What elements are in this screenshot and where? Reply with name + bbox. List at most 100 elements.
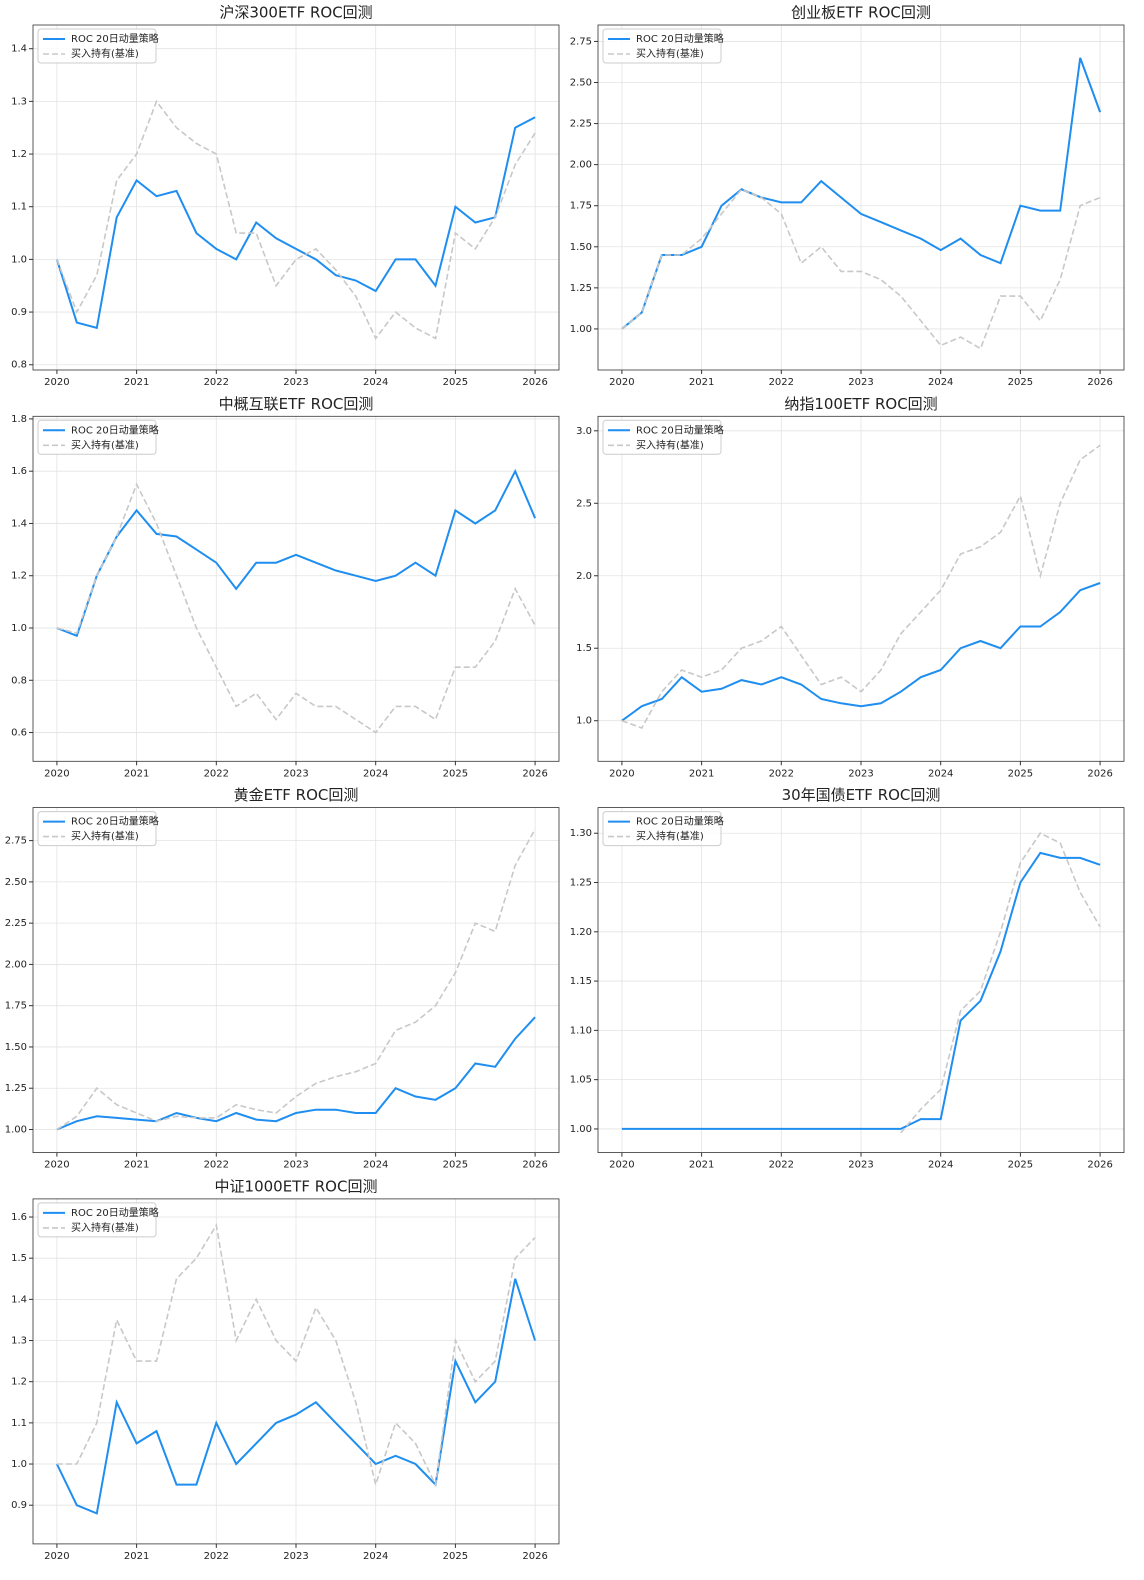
x-tick-label: 2020 <box>44 1551 69 1562</box>
series-line <box>621 57 1102 330</box>
y-tick-label: 1.0 <box>576 716 592 727</box>
x-tick-label: 2023 <box>283 377 308 388</box>
x-tick-label: 2024 <box>363 768 388 779</box>
series-line <box>56 468 537 638</box>
y-tick-label: 0.6 <box>11 728 27 739</box>
axes-frame <box>597 415 1125 762</box>
series-line <box>56 99 536 340</box>
x-tick-label: 2022 <box>204 1551 229 1562</box>
x-tick-label: 2022 <box>769 768 794 779</box>
x-tick-label: 2023 <box>848 768 873 779</box>
legend-box <box>602 419 722 455</box>
subplot: 创业板ETF ROC回测 2020 2021 2022 2023 2024 2025 2026… <box>570 4 1125 388</box>
legend-label: 买入持有(基准) <box>636 47 704 60</box>
x-tick-label: 2023 <box>283 1551 308 1562</box>
legend-label: 买入持有(基准) <box>71 1221 139 1234</box>
plot-area <box>621 444 1101 729</box>
legend-label: ROC 20日动量策略 <box>636 815 724 828</box>
y-tick-label: 1.5 <box>11 1253 27 1264</box>
series-line <box>56 828 536 1131</box>
x-tick-label: 2025 <box>1008 1160 1033 1171</box>
legend-label: ROC 20日动量策略 <box>636 32 724 45</box>
subplot: 沪深300ETF ROC回测 2020 2021 2022 2023 2024 2025 20… <box>11 4 560 388</box>
legend-box <box>37 1202 157 1238</box>
legend-label: 买入持有(基准) <box>71 438 139 451</box>
x-tick-label: 2022 <box>769 377 794 388</box>
chart-title: 中证1000ETF ROC回测 <box>215 1177 378 1195</box>
legend-label: ROC 20日动量策略 <box>71 815 159 828</box>
y-tick-label: 1.2 <box>11 1377 27 1388</box>
axes-frame <box>597 24 1125 371</box>
y-tick-label: 1.2 <box>11 571 27 582</box>
y-tick-label: 2.75 <box>5 836 27 847</box>
legend-box <box>37 419 157 455</box>
axes-frame <box>32 807 560 1153</box>
x-tick-label: 2024 <box>363 1551 388 1562</box>
y-tick-label: 2.25 <box>5 918 27 929</box>
series-line <box>56 1222 536 1488</box>
legend-label: ROC 20日动量策略 <box>71 32 159 45</box>
subplot: 中证1000ETF ROC回测 2020 2021 2022 2023 2024 2025 2… <box>11 1177 560 1562</box>
x-tick-label: 2024 <box>363 1160 388 1171</box>
subplot: 30年国债ETF ROC回测 2020 2021 2022 2023 2024 2025 20… <box>570 786 1125 1171</box>
legend-box <box>37 811 157 847</box>
x-tick-label: 2024 <box>928 1160 953 1171</box>
legend-label: 买入持有(基准) <box>71 830 139 843</box>
subplot: 纳指100ETF ROC回测 2020 2021 2022 2023 2024 2025 20… <box>576 395 1125 779</box>
x-tick-label: 2022 <box>204 768 229 779</box>
y-tick-label: 1.1 <box>11 202 27 213</box>
y-tick-label: 1.8 <box>11 414 27 425</box>
y-tick-label: 1.00 <box>570 324 592 335</box>
y-tick-label: 1.25 <box>570 878 592 889</box>
y-tick-label: 1.3 <box>11 96 27 107</box>
axes-frame <box>32 1198 560 1545</box>
x-tick-label: 2026 <box>522 768 547 779</box>
x-tick-label: 2024 <box>928 377 953 388</box>
x-tick-label: 2021 <box>124 768 149 779</box>
y-tick-label: 0.9 <box>11 1500 27 1511</box>
chart-title: 纳指100ETF ROC回测 <box>784 395 937 413</box>
subplot: 中概互联ETF ROC回测 2020 2021 2022 2023 2024 2025 202… <box>11 395 560 779</box>
x-tick-label: 2025 <box>1008 377 1033 388</box>
y-tick-label: 1.25 <box>570 283 592 294</box>
series-line <box>621 582 1101 722</box>
y-tick-label: 1.50 <box>5 1042 27 1053</box>
x-tick-label: 2023 <box>283 1160 308 1171</box>
x-tick-label: 2020 <box>609 1160 634 1171</box>
subplot: 黄金ETF ROC回测 2020 2021 2022 2023 2024 2025 2026 1… <box>5 786 560 1171</box>
x-tick-label: 2023 <box>848 377 873 388</box>
y-tick-label: 1.3 <box>11 1336 27 1347</box>
legend-box <box>602 28 722 64</box>
series-line <box>621 851 1101 1130</box>
x-tick-label: 2020 <box>609 768 634 779</box>
x-tick-label: 2026 <box>1087 768 1112 779</box>
plot-area <box>56 468 537 734</box>
x-tick-label: 2021 <box>124 1160 149 1171</box>
x-tick-label: 2022 <box>204 1160 229 1171</box>
legend-label: ROC 20日动量策略 <box>636 423 724 436</box>
y-tick-label: 1.30 <box>570 828 592 839</box>
y-tick-label: 0.8 <box>11 675 27 686</box>
x-tick-label: 2023 <box>283 768 308 779</box>
y-tick-label: 1.0 <box>11 623 27 634</box>
y-tick-label: 1.4 <box>11 44 27 55</box>
series-line <box>621 444 1101 729</box>
x-tick-label: 2021 <box>689 1160 714 1171</box>
legend-box <box>602 811 722 847</box>
x-tick-label: 2020 <box>44 768 69 779</box>
series-line <box>56 1016 536 1131</box>
series-line <box>900 832 1101 1134</box>
plot-area <box>621 57 1102 350</box>
y-tick-label: 1.15 <box>570 976 592 987</box>
legend-label: 买入持有(基准) <box>636 438 704 451</box>
y-tick-label: 2.00 <box>570 160 592 171</box>
y-tick-label: 1.50 <box>570 242 592 253</box>
legend-label: ROC 20日动量策略 <box>71 423 159 436</box>
x-tick-label: 2022 <box>769 1160 794 1171</box>
y-tick-label: 1.0 <box>11 254 27 265</box>
y-tick-label: 1.4 <box>11 1294 27 1305</box>
y-tick-label: 2.25 <box>570 119 592 130</box>
y-tick-label: 0.8 <box>11 360 27 371</box>
y-tick-label: 1.00 <box>5 1124 27 1135</box>
